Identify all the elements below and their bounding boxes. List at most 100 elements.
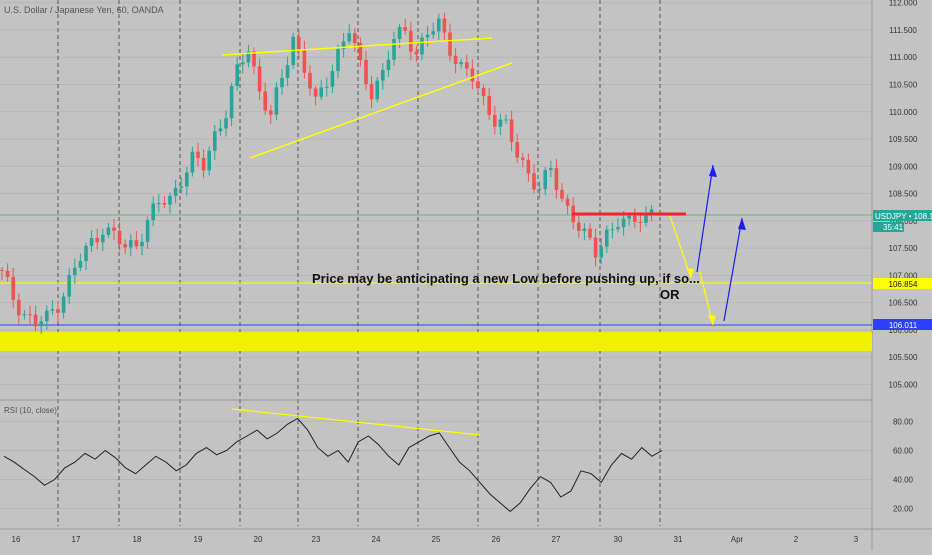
candle-body bbox=[565, 198, 570, 206]
candle-body bbox=[341, 41, 346, 49]
price-tick-label: 109.500 bbox=[889, 135, 918, 144]
candle-body bbox=[392, 39, 396, 60]
candle-body bbox=[375, 80, 379, 100]
price-tick-label: 109.000 bbox=[889, 162, 918, 171]
candle-body bbox=[129, 240, 133, 248]
time-tick-label: Apr bbox=[731, 535, 744, 544]
candle-body bbox=[358, 42, 363, 60]
candle-body bbox=[28, 314, 32, 316]
candle-body bbox=[313, 88, 318, 97]
candle-body bbox=[173, 187, 178, 196]
candle-body bbox=[308, 72, 312, 89]
wedge-upper-trendline[interactable] bbox=[221, 37, 493, 56]
candle-body bbox=[582, 228, 587, 231]
wedge-lower-trendline[interactable] bbox=[249, 62, 513, 159]
rsi-title[interactable]: RSI (10, close) bbox=[4, 406, 57, 415]
price-axis-labels: 105.000 105.500 106.000 106.500 107.000 107.5… bbox=[889, 0, 918, 389]
candle-body bbox=[190, 151, 195, 173]
price-tick-label: 106.500 bbox=[889, 299, 918, 308]
rsi-tick-label: 20.00 bbox=[893, 505, 914, 514]
candle-body bbox=[649, 209, 654, 213]
time-tick-label: 16 bbox=[12, 535, 21, 544]
candle-body bbox=[515, 142, 519, 158]
candle-body bbox=[325, 86, 329, 88]
arrow-head-yellow-1 bbox=[686, 268, 694, 278]
annotation-text: Price may be anticipating a new Low befo… bbox=[312, 271, 700, 286]
candle-body bbox=[33, 314, 38, 327]
projection-down-1[interactable] bbox=[669, 215, 692, 279]
candle-body bbox=[252, 51, 256, 67]
support-zone[interactable] bbox=[0, 332, 872, 351]
time-tick-label: 19 bbox=[194, 535, 203, 544]
candle-body bbox=[425, 34, 430, 38]
arrow-head-blue-2 bbox=[738, 218, 746, 230]
level-tag-lower[interactable]: 106.011 bbox=[873, 319, 932, 330]
current-price-tag[interactable]: USDJPY • 108.191 35:41 bbox=[873, 210, 932, 232]
time-tick-label: 30 bbox=[614, 535, 623, 544]
candle-body bbox=[302, 49, 307, 73]
candle-body bbox=[369, 84, 374, 100]
candlestick-series bbox=[0, 12, 654, 334]
symbol-title[interactable]: U.S. Dollar / Japanese Yen, 60, OANDA bbox=[4, 5, 164, 15]
projection-up-2[interactable] bbox=[723, 217, 743, 322]
candle-body bbox=[22, 314, 27, 316]
candle-body bbox=[347, 33, 351, 42]
candle-body bbox=[235, 64, 239, 87]
candle-body bbox=[577, 222, 581, 231]
candle-body bbox=[50, 309, 55, 311]
candle-body bbox=[381, 69, 385, 81]
price-tick-label: 107.500 bbox=[889, 244, 918, 253]
time-tick-label: 24 bbox=[372, 535, 381, 544]
candle-body bbox=[207, 150, 211, 171]
candle-body bbox=[89, 237, 94, 246]
price-tick-label: 108.500 bbox=[889, 190, 918, 199]
candle-body bbox=[297, 36, 301, 50]
candle-body bbox=[448, 32, 452, 56]
candle-body bbox=[145, 220, 150, 243]
candle-body bbox=[140, 242, 144, 247]
projection-up-1[interactable] bbox=[696, 164, 714, 273]
candle-body bbox=[168, 195, 172, 205]
level-tag-lower-bg bbox=[873, 319, 932, 330]
candle-body bbox=[616, 227, 620, 230]
candle-body bbox=[123, 244, 127, 248]
candle-body bbox=[610, 229, 615, 231]
candle-body bbox=[61, 296, 66, 313]
level-tag-upper-text: 106.854 bbox=[889, 280, 918, 289]
candle-body bbox=[224, 118, 228, 129]
candle-body bbox=[532, 173, 536, 190]
candle-body bbox=[106, 227, 111, 235]
candle-body bbox=[319, 87, 323, 97]
candle-body bbox=[330, 71, 335, 87]
current-price-tag-text: USDJPY • 108.191 bbox=[875, 212, 932, 221]
price-tick-label: 110.000 bbox=[889, 108, 918, 117]
arrow-head-yellow-2 bbox=[708, 315, 716, 325]
time-tick-label: 31 bbox=[674, 535, 683, 544]
candle-body bbox=[112, 227, 116, 231]
time-tick-label: 18 bbox=[133, 535, 142, 544]
candle-body bbox=[644, 212, 648, 223]
candle-body bbox=[263, 91, 267, 111]
price-tick-label: 106.000 bbox=[889, 326, 918, 335]
level-tag-upper-bg bbox=[873, 278, 932, 289]
candle-body bbox=[465, 62, 469, 69]
candle-body bbox=[431, 31, 435, 35]
candle-body bbox=[101, 234, 105, 243]
level-tag-upper[interactable]: 106.854 bbox=[873, 278, 932, 289]
candle-body bbox=[442, 18, 447, 33]
candle-body bbox=[459, 62, 463, 65]
candle-body bbox=[599, 246, 603, 258]
candle-body bbox=[78, 260, 83, 268]
candle-body bbox=[549, 168, 553, 170]
candle-body bbox=[403, 27, 407, 31]
candle-body bbox=[526, 159, 531, 174]
rsi-tick-label: 80.00 bbox=[893, 417, 914, 426]
candle-body bbox=[157, 203, 161, 205]
candle-body bbox=[45, 310, 49, 322]
rsi-divergence-line[interactable] bbox=[231, 408, 481, 436]
time-tick-label: 3 bbox=[854, 535, 859, 544]
candle-body bbox=[285, 64, 290, 78]
candle-body bbox=[409, 30, 413, 52]
time-tick-label: 26 bbox=[492, 535, 501, 544]
candle-body bbox=[493, 114, 497, 127]
